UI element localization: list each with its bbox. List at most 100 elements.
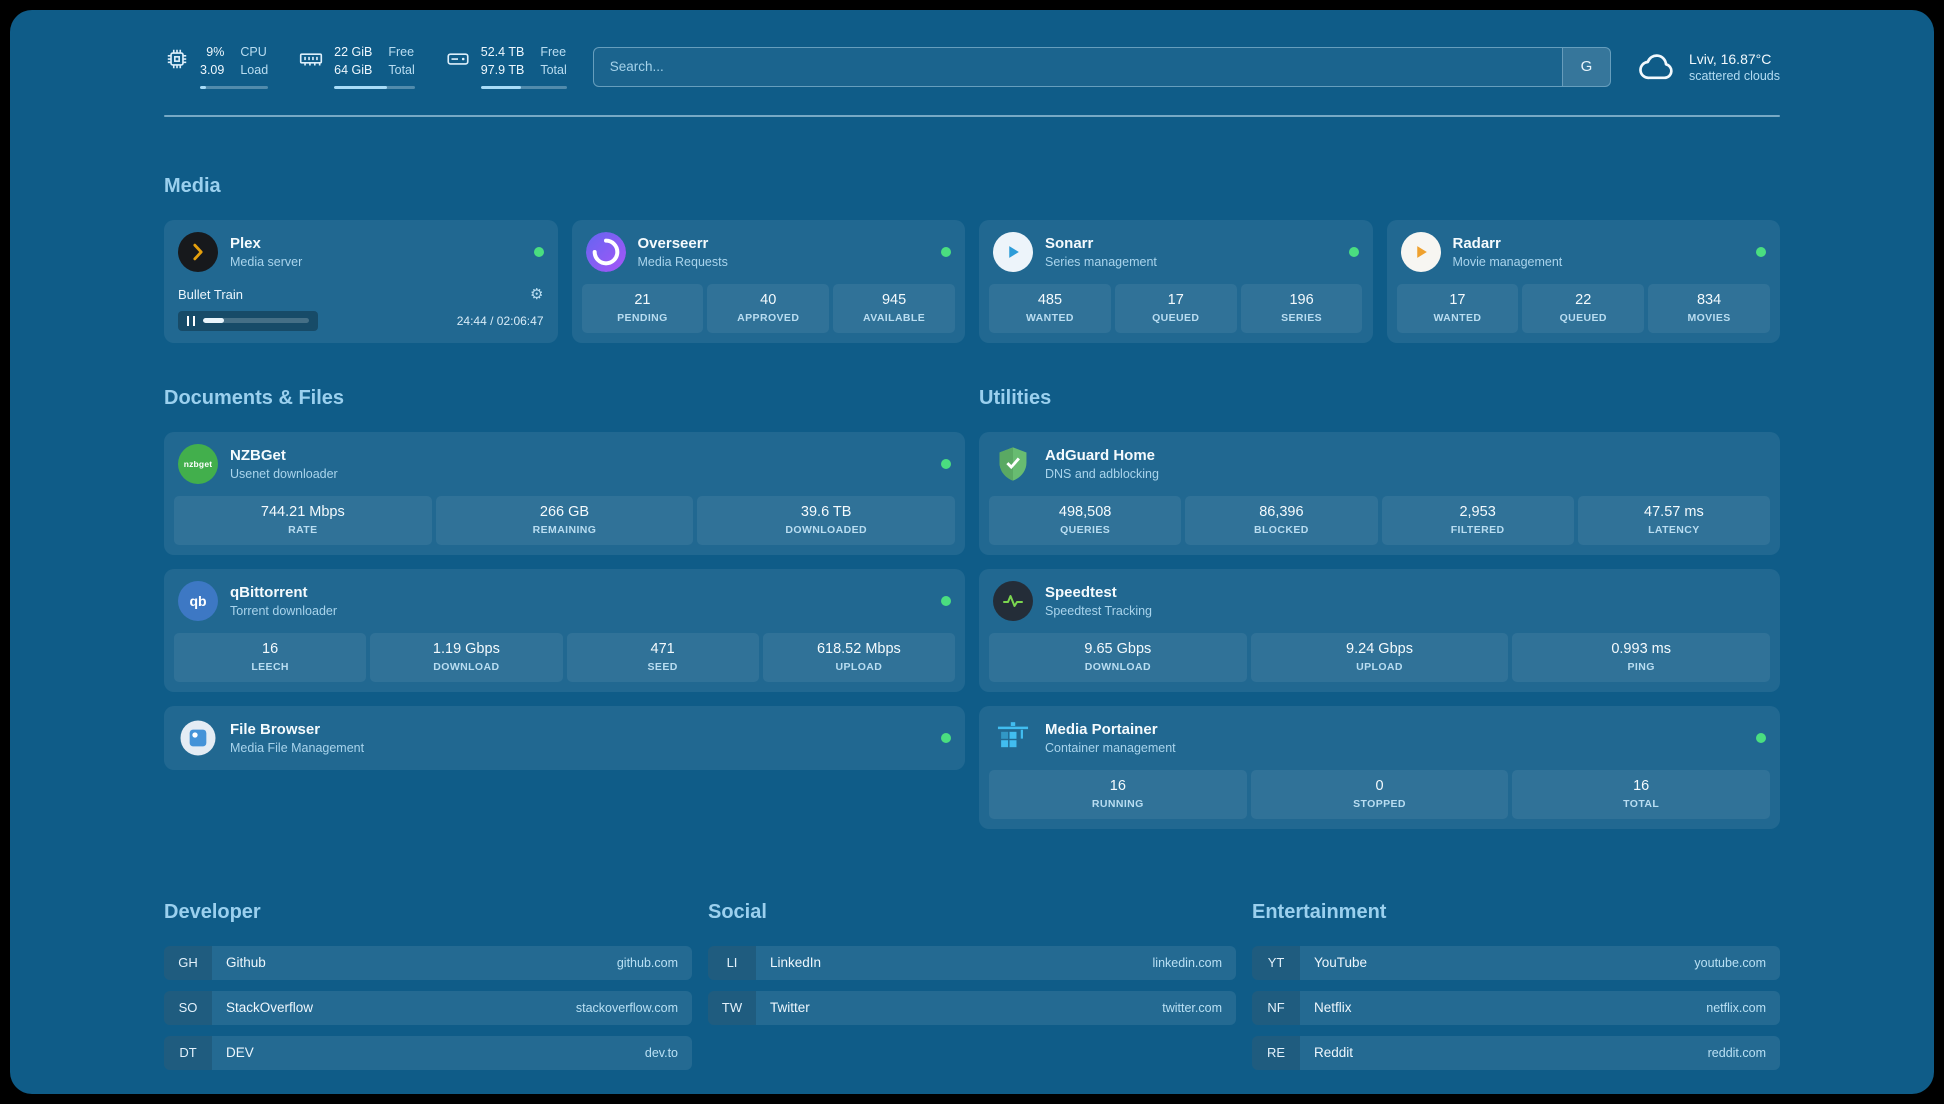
stat-value: 2,953 — [1459, 503, 1496, 520]
cpu-usage-value: 9% — [206, 45, 225, 59]
service-card-qbittorrent[interactable]: qb qBittorrent Torrent downloader 16 LEE… — [164, 568, 965, 692]
bookmark-url: netflix.com — [1706, 1000, 1766, 1015]
stat-ping: 0.993 ms PING — [1512, 632, 1771, 682]
bookmark-youtube[interactable]: YT YouTube youtube.com — [1252, 945, 1780, 980]
service-subtitle: Media Requests — [637, 254, 728, 269]
service-title-block: File Browser Media File Management — [230, 721, 364, 755]
overseerr-icon — [585, 231, 626, 272]
stat-value: 17 — [1449, 291, 1466, 308]
bookmark-name: Github — [226, 955, 266, 970]
bookmark-dev[interactable]: DT DEV dev.to — [164, 1035, 692, 1070]
stat-label: LEECH — [251, 660, 289, 673]
playback-bar[interactable] — [178, 310, 318, 331]
memory-free-value: 22 GiB — [334, 45, 373, 59]
radarr-icon — [1400, 231, 1441, 272]
search-provider-button[interactable]: G — [1561, 47, 1610, 86]
resource-widget-cpu: 9% 3.09 CPU Load — [164, 44, 269, 89]
bookmark-twitter[interactable]: TW Twitter twitter.com — [708, 990, 1236, 1025]
service-name: File Browser — [230, 720, 321, 738]
bookmark-url: reddit.com — [1707, 1045, 1766, 1060]
service-title-block: Media Portainer Container management — [1045, 721, 1176, 755]
service-card-plex[interactable]: Plex Media server Bullet Train ⚙ — [164, 219, 558, 343]
service-card-filebrowser[interactable]: File Browser Media File Management — [164, 705, 965, 770]
stat-label: PING — [1627, 660, 1655, 673]
bookmark-name: YouTube — [1314, 955, 1368, 970]
search-input[interactable] — [593, 47, 1562, 86]
stat-rate: 744.21 Mbps RATE — [174, 495, 432, 545]
stat-running: 16 RUNNING — [989, 769, 1247, 819]
stat-value: 266 GB — [539, 503, 590, 520]
stat-label: SERIES — [1281, 311, 1323, 324]
plex-icon — [178, 231, 218, 272]
bookmark-stackoverflow[interactable]: SO StackOverflow stackoverflow.com — [164, 990, 692, 1025]
stat-label: UPLOAD — [835, 660, 883, 673]
stat-label: LATENCY — [1648, 523, 1700, 536]
cpu-load-value: 3.09 — [200, 62, 225, 77]
disk-progress-fill — [480, 85, 522, 89]
bookmark-github[interactable]: GH Github github.com — [164, 945, 692, 980]
disk-total-label: Total — [540, 62, 567, 77]
stat-label: UPLOAD — [1356, 660, 1403, 673]
service-card-radarr[interactable]: Radarr Movie management 17 WANTED 22 QUE… — [1386, 219, 1780, 343]
stat-leech: 16 LEECH — [174, 632, 367, 682]
resource-widget-memory: 22 GiB 64 GiB Free Total — [298, 44, 415, 89]
dashboard: 9% 3.09 CPU Load 22 GiB 6 — [10, 10, 1934, 1094]
top-bar: 9% 3.09 CPU Load 22 GiB 6 — [164, 44, 1780, 89]
section-documents: Documents & Files nzbget NZBGet Usenet d… — [164, 387, 965, 770]
service-subtitle: Media File Management — [230, 740, 365, 755]
stat-value: 39.6 TB — [800, 503, 852, 520]
service-card-portainer[interactable]: Media Portainer Container management 16 … — [979, 705, 1780, 829]
stat-total: 16 TOTAL — [1512, 769, 1771, 819]
service-title-block: Overseerr Media Requests — [638, 235, 728, 269]
bookmark-linkedin[interactable]: LI LinkedIn linkedin.com — [708, 945, 1236, 980]
service-card-nzbget[interactable]: nzbget NZBGet Usenet downloader 744.21 M… — [164, 431, 965, 555]
service-card-speedtest[interactable]: Speedtest Speedtest Tracking 9.65 Gbps D… — [979, 568, 1780, 692]
bookmark-netflix[interactable]: NF Netflix netflix.com — [1252, 990, 1780, 1025]
stat-value: 0.993 ms — [1611, 640, 1671, 657]
service-card-adguard[interactable]: AdGuard Home DNS and adblocking 498,508 … — [979, 431, 1780, 555]
stat-label: AVAILABLE — [863, 311, 926, 324]
service-name: Overseerr — [637, 234, 709, 252]
disk-total-value: 97.9 TB — [480, 62, 525, 77]
weather-widget[interactable]: Lviv, 16.87°C scattered clouds — [1637, 47, 1780, 87]
stat-downloaded: 39.6 TB DOWNLOADED — [697, 495, 956, 545]
memory-total-value: 64 GiB — [334, 62, 373, 77]
bookmark-abbr: TW — [708, 990, 756, 1025]
bookmark-reddit[interactable]: RE Reddit reddit.com — [1252, 1035, 1780, 1070]
bookmark-name: DEV — [226, 1045, 254, 1060]
weather-text: Lviv, 16.87°C scattered clouds — [1689, 51, 1780, 83]
cpu-progress-bar — [200, 85, 269, 89]
section-title-documents: Documents & Files — [164, 386, 345, 409]
stat-label: TOTAL — [1623, 797, 1660, 810]
stat-label: APPROVED — [737, 311, 800, 324]
service-subtitle: DNS and adblocking — [1045, 466, 1159, 481]
pause-icon[interactable] — [187, 315, 195, 326]
weather-condition: scattered clouds — [1688, 68, 1780, 83]
stat-value: 17 — [1167, 291, 1184, 308]
service-card-overseerr[interactable]: Overseerr Media Requests 21 PENDING 40 A… — [571, 219, 965, 343]
stat-queued: 17 QUEUED — [1114, 283, 1237, 333]
stat-stopped: 0 STOPPED — [1250, 769, 1509, 819]
service-subtitle: Speedtest Tracking — [1045, 603, 1153, 618]
settings-gear-icon[interactable]: ⚙ — [530, 285, 544, 303]
section-utilities: Utilities AdGuard Home DNS and adblockin… — [979, 387, 1780, 829]
stat-value: 47.57 ms — [1644, 503, 1704, 520]
stat-value: 498,508 — [1058, 503, 1112, 520]
stat-queued: 22 QUEUED — [1522, 283, 1645, 333]
service-card-sonarr[interactable]: Sonarr Series management 485 WANTED 17 Q… — [979, 219, 1373, 343]
section-title-media: Media — [164, 174, 221, 197]
stat-value: 618.52 Mbps — [816, 640, 901, 657]
topbar-divider — [164, 115, 1780, 117]
bookmark-abbr: LI — [708, 945, 756, 980]
stat-value: 16 — [262, 640, 279, 657]
bookmark-url: twitter.com — [1162, 1000, 1222, 1015]
status-dot — [1756, 246, 1766, 257]
stat-label: QUEUED — [1559, 311, 1607, 324]
service-title-block: Radarr Movie management — [1453, 235, 1563, 269]
stat-label: DOWNLOADED — [785, 523, 867, 536]
bookmark-group-social: Social LI LinkedIn linkedin.com TW Twitt… — [708, 901, 1236, 1070]
status-dot — [941, 732, 951, 743]
cpu-icon — [164, 46, 190, 72]
stat-value: 86,396 — [1259, 503, 1304, 520]
